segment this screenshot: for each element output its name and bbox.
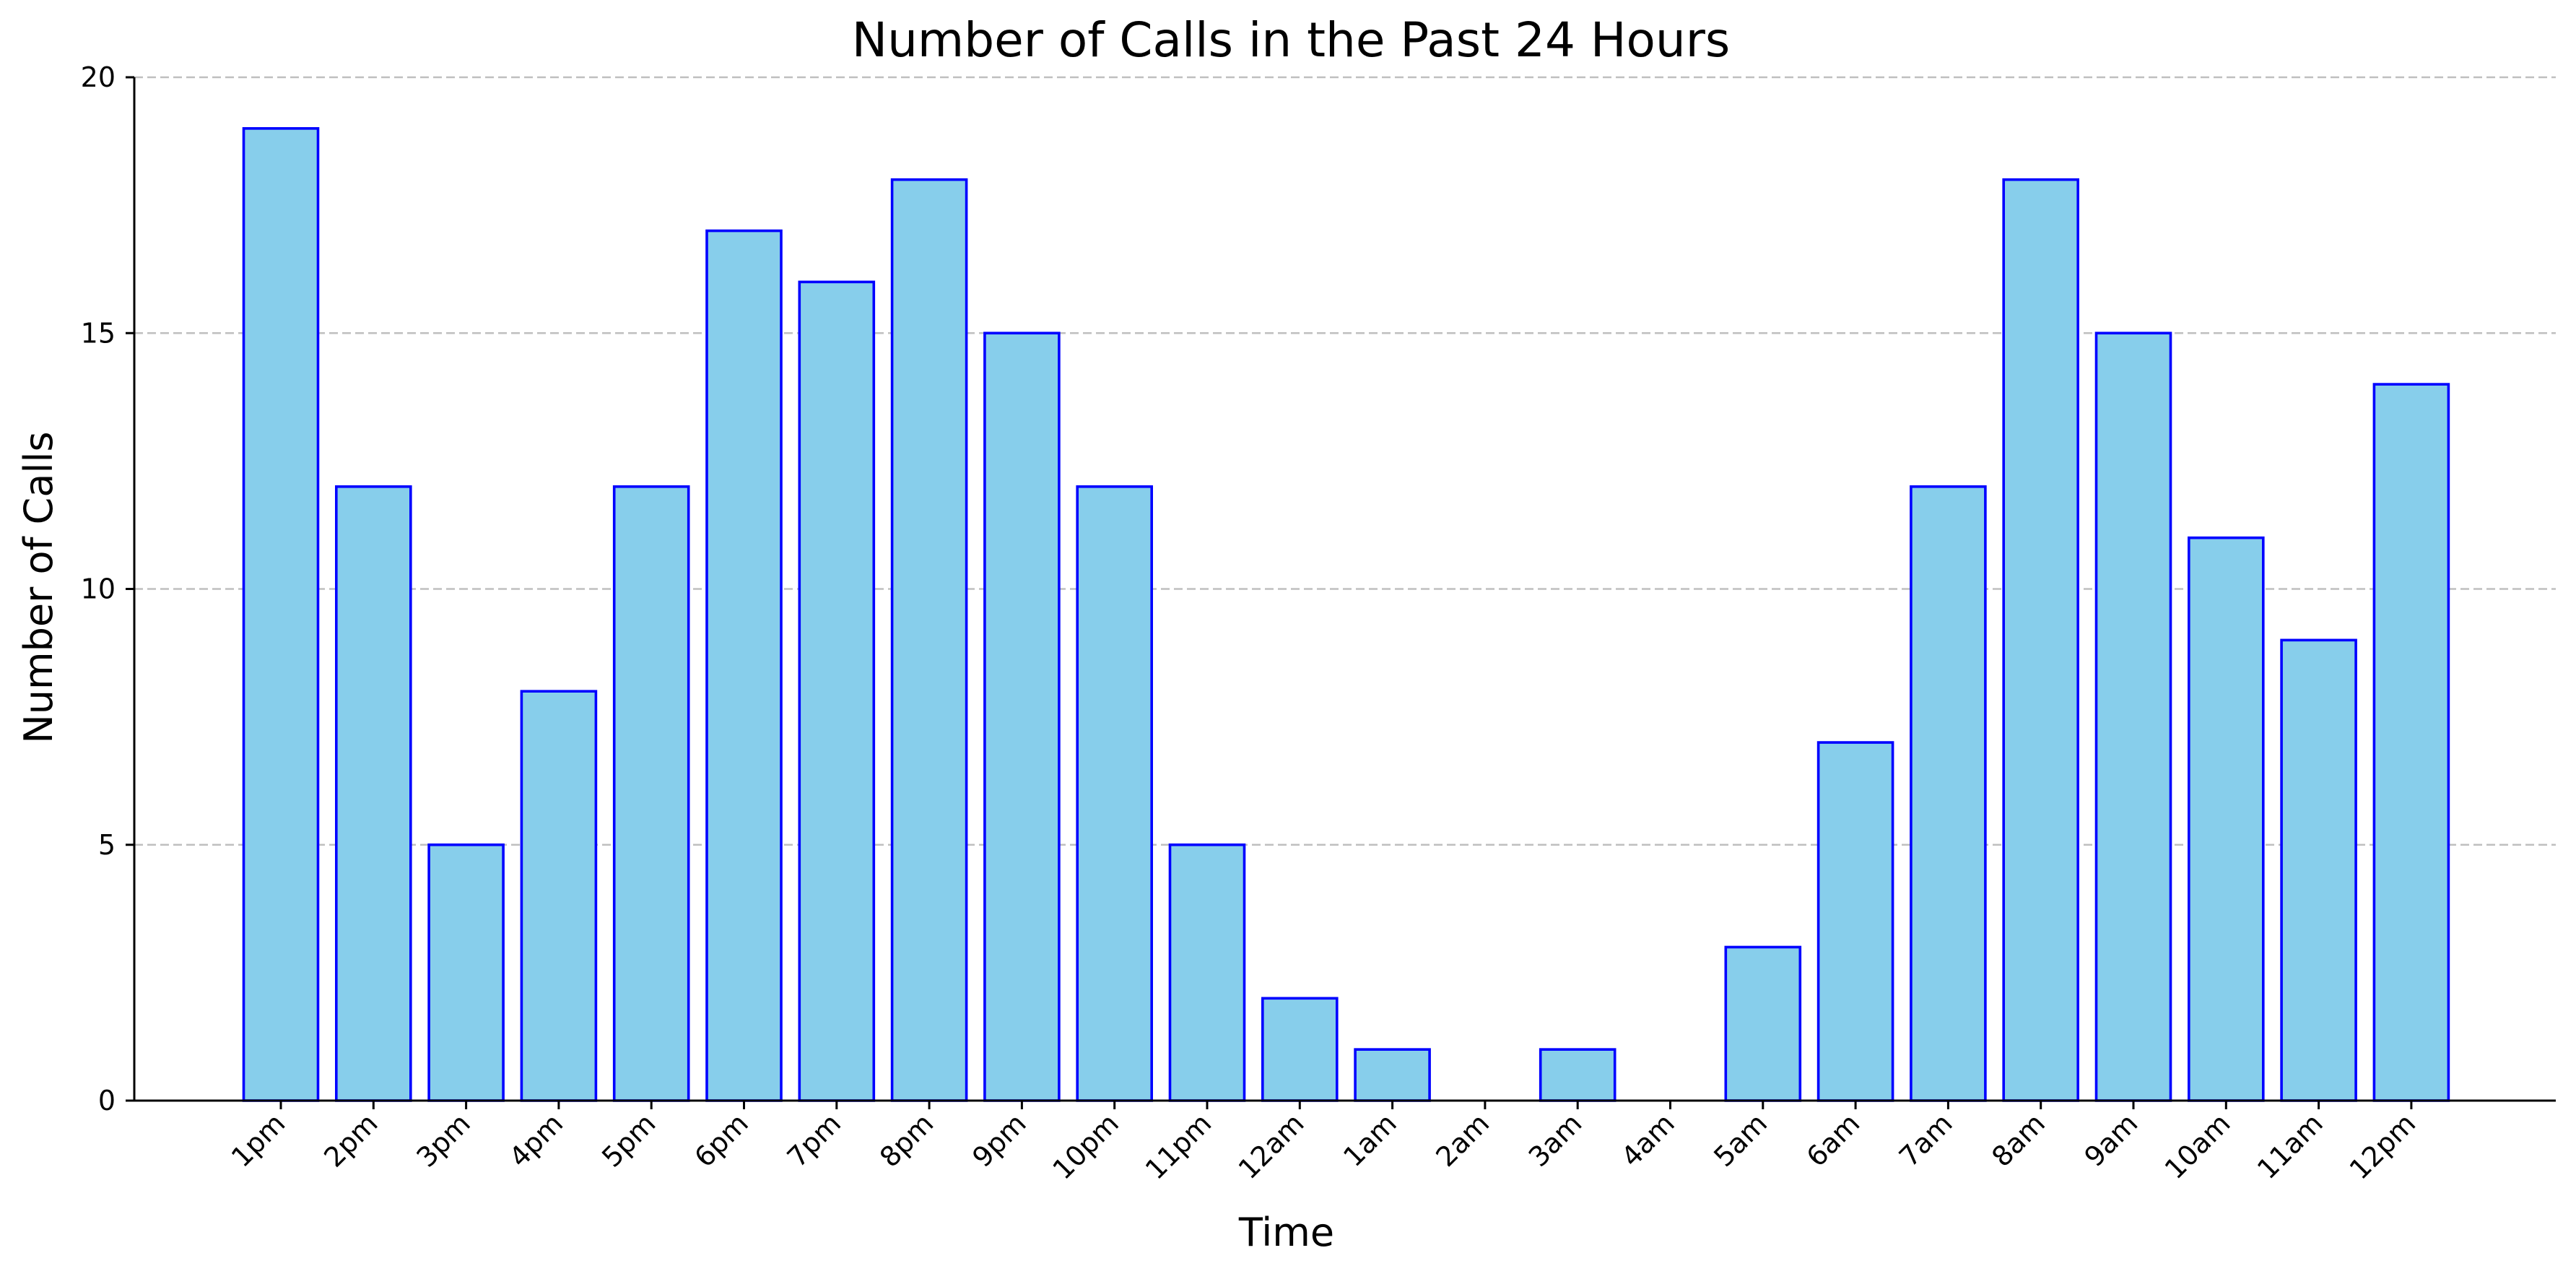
x-tick-label-10pm: 10pm xyxy=(1047,1107,1126,1186)
x-tick-label-9am: 9am xyxy=(2079,1107,2144,1173)
x-tick-label-3pm: 3pm xyxy=(411,1107,477,1173)
bar-8am xyxy=(2002,178,2079,1102)
y-ticks: 0 5 10 15 20 xyxy=(81,61,134,1117)
bar-12pm xyxy=(2372,383,2450,1102)
y-tick-label-15: 15 xyxy=(81,317,116,349)
bar-7pm xyxy=(798,280,876,1102)
bar-11pm xyxy=(1168,843,1246,1102)
y-axis-label: Number of Calls xyxy=(16,431,61,743)
bars-layer xyxy=(242,127,2450,1102)
bar-8pm xyxy=(890,178,968,1102)
chart-title: Number of Calls in the Past 24 Hours xyxy=(852,12,1731,68)
bar-5pm xyxy=(612,485,690,1102)
x-tick-label-1pm: 1pm xyxy=(225,1107,291,1173)
bar-10am xyxy=(2188,536,2265,1102)
bar-7am xyxy=(1910,485,1987,1102)
bar-6pm xyxy=(705,229,783,1102)
bar-1am xyxy=(1354,1048,1431,1102)
bar-3pm xyxy=(427,843,505,1102)
x-tick-label-11pm: 11pm xyxy=(1139,1107,1218,1186)
x-tick-label-4pm: 4pm xyxy=(503,1107,569,1173)
x-tick-label-9pm: 9pm xyxy=(966,1107,1032,1173)
x-tick-label-12am: 12am xyxy=(1232,1107,1310,1185)
x-tick-label-7pm: 7pm xyxy=(781,1107,847,1173)
bar-3am xyxy=(1539,1048,1616,1102)
x-tick-label-11am: 11am xyxy=(2251,1107,2329,1185)
x-tick-label-3am: 3am xyxy=(1523,1107,1588,1173)
x-tick-label-10am: 10am xyxy=(2159,1107,2237,1185)
bar-2pm xyxy=(334,485,412,1102)
x-tick-label-12pm: 12pm xyxy=(2344,1107,2422,1186)
bar-9am xyxy=(2094,331,2172,1102)
bar-4pm xyxy=(520,690,598,1102)
x-tick-label-8pm: 8pm xyxy=(874,1107,939,1173)
x-tick-label-2pm: 2pm xyxy=(318,1107,383,1173)
bar-6am xyxy=(1816,741,1894,1102)
x-tick-label-7am: 7am xyxy=(1893,1107,1959,1173)
x-ticks: 1pm 2pm 3pm 4pm 5pm 6pm 7pm 8pm 9pm 10pm 11pm 12am 1… xyxy=(225,1101,2421,1186)
bar-11am xyxy=(2280,638,2357,1102)
x-tick-label-4am: 4am xyxy=(1615,1107,1681,1173)
y-tick-label-5: 5 xyxy=(98,829,116,861)
bar-9pm xyxy=(983,331,1061,1102)
bar-1pm xyxy=(242,127,320,1102)
x-tick-label-5pm: 5pm xyxy=(596,1107,661,1173)
y-tick-label-20: 20 xyxy=(81,61,116,93)
x-axis-label: Time xyxy=(1238,1210,1334,1255)
x-tick-label-5am: 5am xyxy=(1707,1107,1773,1173)
x-tick-label-2am: 2am xyxy=(1430,1107,1495,1173)
x-tick-label-6pm: 6pm xyxy=(688,1107,754,1173)
y-tick-label-0: 0 xyxy=(98,1085,116,1117)
x-tick-label-6am: 6am xyxy=(1801,1107,1866,1173)
bar-10pm xyxy=(1076,485,1153,1102)
x-tick-label-8am: 8am xyxy=(1985,1107,2051,1173)
bar-12am xyxy=(1261,997,1339,1102)
bar-5am xyxy=(1724,945,1802,1102)
y-tick-label-10: 10 xyxy=(81,573,116,605)
x-tick-label-1am: 1am xyxy=(1337,1107,1403,1173)
